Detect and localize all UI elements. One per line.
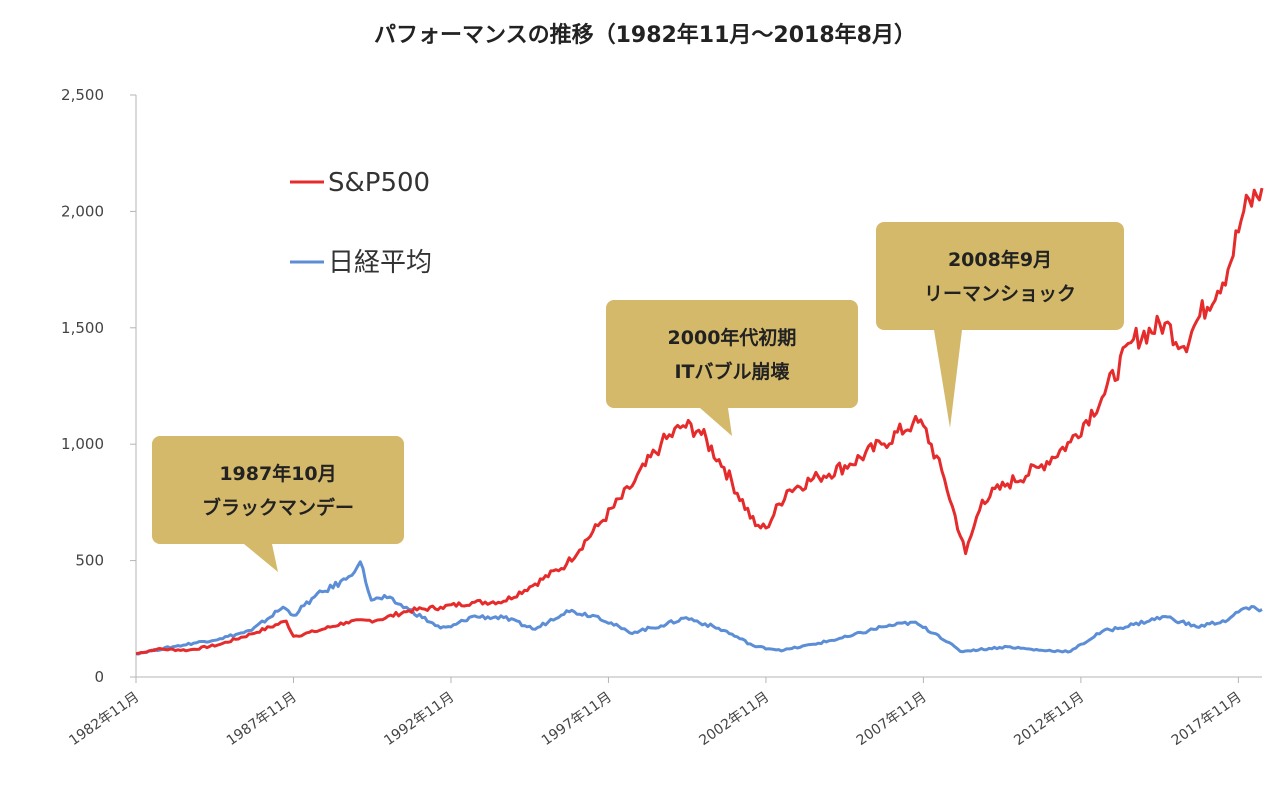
callout-box xyxy=(152,436,404,544)
callout-line1: 1987年10月 xyxy=(219,462,336,485)
series-layer xyxy=(135,187,1264,656)
y-tick-label: 2,000 xyxy=(61,202,104,220)
x-tick-label: 2012年11月 xyxy=(1011,689,1087,749)
legend-label-nikkei: 日経平均 xyxy=(328,248,432,278)
chart-title: パフォーマンスの推移（1982年11月〜2018年8月） xyxy=(374,22,916,48)
series-line-sp500 xyxy=(135,187,1264,656)
x-tick-label: 1997年11月 xyxy=(539,689,615,749)
callout-line2: ITバブル崩壊 xyxy=(674,360,790,383)
x-tick-label: 2002年11月 xyxy=(696,689,772,749)
x-tick-label: 1987年11月 xyxy=(224,689,300,749)
legend: S&P500 日経平均 xyxy=(290,168,432,278)
y-tick-label: 500 xyxy=(75,552,104,570)
callout-line2: ブラックマンデー xyxy=(202,496,354,519)
x-tick-label: 1982年11月 xyxy=(66,689,142,749)
axes: 0 500 1,000 1,500 2,000 2,500 1982年11月 1987年11月… xyxy=(61,86,1262,749)
callout-line1: 2008年9月 xyxy=(948,248,1052,271)
callout-1: 2000年代初期 ITバブル崩壊 xyxy=(606,300,858,436)
y-tick-label: 2,500 xyxy=(61,86,104,104)
callout-box xyxy=(876,222,1124,330)
x-tick-label: 2007年11月 xyxy=(854,689,930,749)
y-tick-label: 0 xyxy=(94,668,104,686)
x-tick-label: 1992年11月 xyxy=(381,689,457,749)
x-tick-label: 2017年11月 xyxy=(1169,689,1245,749)
callout-pointer xyxy=(700,408,732,436)
callout-pointer xyxy=(244,544,278,572)
callout-line2: リーマンショック xyxy=(924,283,1076,305)
callout-box xyxy=(606,300,858,408)
callout-pointer xyxy=(934,330,962,428)
callout-line1: 2000年代初期 xyxy=(668,326,797,349)
y-tick-label: 1,500 xyxy=(61,319,104,337)
series-line-nikkei xyxy=(135,560,1263,656)
legend-label-sp500: S&P500 xyxy=(328,168,430,198)
y-tick-label: 1,000 xyxy=(61,435,104,453)
